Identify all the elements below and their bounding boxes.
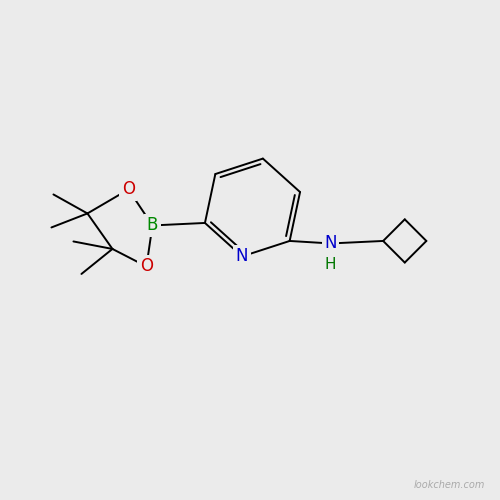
Text: B: B: [147, 216, 158, 234]
Text: O: O: [140, 258, 153, 276]
Text: N: N: [324, 234, 337, 252]
Text: H: H: [325, 257, 336, 272]
Text: lookchem.com: lookchem.com: [414, 480, 485, 490]
Text: N: N: [236, 248, 248, 266]
Text: O: O: [122, 180, 135, 198]
